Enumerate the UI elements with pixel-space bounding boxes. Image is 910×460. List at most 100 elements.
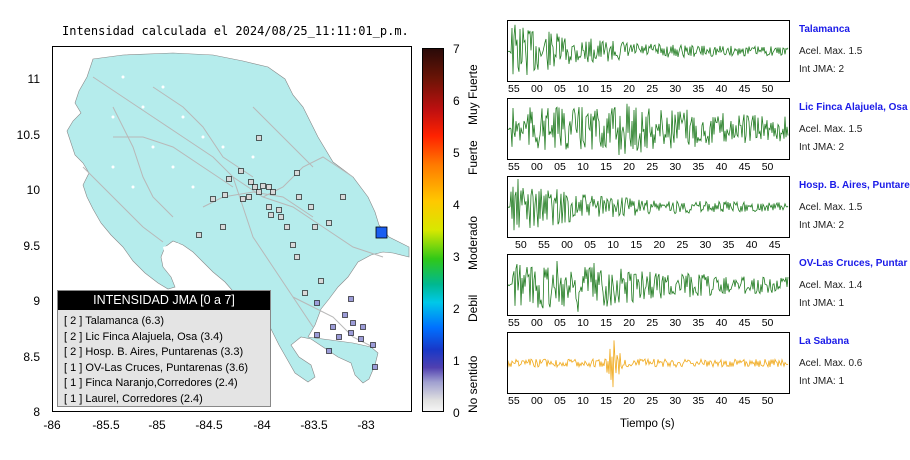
station-marker[interactable]	[326, 348, 332, 354]
town-dot	[251, 155, 255, 159]
colorbar-tick: 2	[453, 302, 460, 316]
costa-rica-landmass	[66, 52, 410, 384]
legend-item: [ 2 ] Lic Finca Alajuela, Osa (3.4)	[64, 330, 223, 343]
max-acceleration: Acel. Max. 1.5	[799, 46, 863, 57]
station-marker[interactable]	[326, 220, 332, 226]
station-marker[interactable]	[256, 135, 262, 141]
station-marker[interactable]	[296, 194, 302, 200]
time-tick-label: 55	[507, 395, 520, 407]
waveform-line	[508, 103, 789, 156]
station-marker[interactable]	[222, 192, 228, 198]
seismogram-trace[interactable]	[507, 20, 790, 82]
station-marker[interactable]	[210, 196, 216, 202]
time-tick-label: 50	[761, 395, 774, 407]
time-tick-label: 50	[761, 317, 774, 329]
station-marker[interactable]	[302, 290, 308, 296]
station-marker[interactable]	[252, 184, 258, 190]
x-tick-label: -83	[357, 418, 375, 432]
station-marker[interactable]	[312, 224, 318, 230]
time-tick-label: 30	[699, 239, 712, 251]
town-dot	[191, 185, 195, 189]
colorbar-tick: 0	[453, 406, 460, 420]
time-tick-label: 45	[738, 83, 751, 95]
colorbar-tick: 4	[453, 198, 460, 212]
time-tick-label: 00	[561, 239, 573, 251]
station-marker[interactable]	[284, 224, 290, 230]
waveform-line	[508, 260, 789, 312]
station-marker[interactable]	[266, 204, 272, 210]
station-marker[interactable]	[196, 232, 202, 238]
waveform	[508, 340, 789, 388]
waveform	[508, 178, 789, 231]
station-marker[interactable]	[270, 189, 276, 195]
station-marker[interactable]	[238, 168, 244, 174]
station-marker[interactable]	[370, 342, 376, 348]
time-tick-label: 55	[507, 83, 520, 95]
seismogram-trace[interactable]	[507, 176, 790, 238]
station-marker[interactable]	[294, 254, 300, 260]
station-marker[interactable]	[340, 194, 346, 200]
time-tick-label: 15	[600, 317, 612, 329]
jma-intensity: Int JMA: 2	[799, 64, 845, 75]
time-tick-label: 45	[738, 161, 751, 173]
station-marker[interactable]	[278, 214, 284, 220]
colorbar-tick: 5	[453, 146, 460, 160]
station-marker[interactable]	[348, 296, 354, 302]
legend-item: [ 2 ] Hosp. B. Aires, Puntarenas (3.3)	[64, 346, 244, 358]
station-marker[interactable]	[330, 324, 336, 330]
time-tick-label: 50	[761, 161, 774, 173]
epicenter-marker[interactable]	[375, 226, 388, 239]
time-tick-label: 00	[531, 317, 543, 329]
station-marker[interactable]	[266, 184, 272, 190]
station-marker[interactable]	[372, 364, 378, 370]
station-marker[interactable]	[276, 207, 282, 213]
station-marker[interactable]	[360, 324, 366, 330]
time-tick-label: 10	[607, 239, 619, 251]
station-marker[interactable]	[314, 300, 320, 306]
station-marker[interactable]	[318, 278, 324, 284]
time-tick-label: 05	[554, 83, 566, 95]
town-dot	[121, 75, 125, 79]
town-dot	[111, 115, 115, 119]
seismogram-trace[interactable]	[507, 98, 790, 160]
station-marker[interactable]	[226, 176, 232, 182]
station-marker[interactable]	[290, 242, 296, 248]
station-marker[interactable]	[336, 334, 342, 340]
waveform-line	[508, 340, 789, 388]
time-tick-label: 45	[738, 395, 751, 407]
time-tick-label: 25	[676, 239, 689, 251]
intensity-map[interactable]	[52, 46, 412, 412]
town-dot	[171, 165, 175, 169]
x-axis-label: Tiempo (s)	[620, 418, 675, 430]
time-tick-label: 15	[600, 161, 612, 173]
seismogram-trace[interactable]	[507, 332, 790, 394]
time-tick-label: 10	[577, 317, 589, 329]
station-marker[interactable]	[348, 330, 354, 336]
station-marker[interactable]	[314, 332, 320, 338]
station-marker[interactable]	[256, 189, 262, 195]
x-tick-label: -86	[43, 418, 61, 432]
station-marker[interactable]	[246, 194, 252, 200]
time-tick-label: 45	[768, 239, 781, 251]
station-marker[interactable]	[268, 212, 274, 218]
time-tick-label: 10	[577, 83, 589, 95]
x-tick-label: -85.5	[92, 418, 120, 432]
station-name: OV-Las Cruces, Puntar	[799, 258, 908, 269]
station-marker[interactable]	[248, 179, 254, 185]
waveform	[508, 103, 789, 156]
max-acceleration: Acel. Max. 1.5	[799, 202, 863, 213]
station-marker[interactable]	[342, 312, 348, 318]
station-marker[interactable]	[294, 170, 300, 176]
time-tick-label: 00	[531, 395, 543, 407]
station-marker[interactable]	[308, 204, 314, 210]
time-tick-label: 20	[623, 83, 635, 95]
time-tick-label: 40	[745, 239, 758, 251]
seismogram-trace[interactable]	[507, 254, 790, 316]
station-marker[interactable]	[220, 224, 226, 230]
station-marker[interactable]	[358, 336, 364, 342]
station-marker[interactable]	[260, 183, 266, 189]
legend-item: [ 1 ] Finca Naranjo,Corredores (2.4)	[64, 377, 238, 389]
station-marker[interactable]	[240, 196, 246, 202]
station-marker[interactable]	[350, 320, 356, 326]
y-tick-label: 8.5	[23, 350, 40, 364]
